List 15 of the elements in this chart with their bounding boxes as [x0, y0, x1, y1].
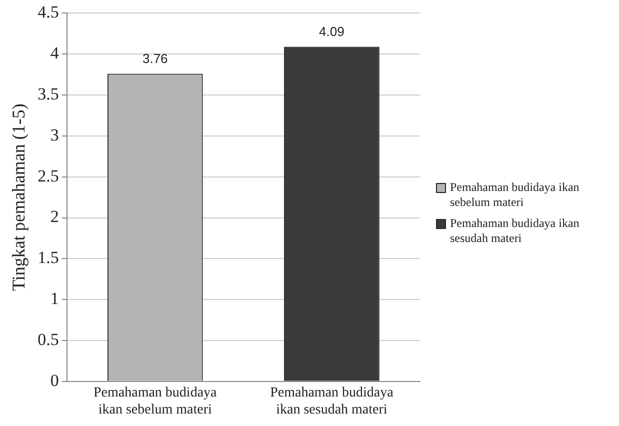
y-tick-label: 0.5 [38, 330, 59, 349]
y-tick-label: 1.5 [38, 248, 59, 268]
y-tick-label: 2 [50, 207, 59, 226]
data-label: 4.09 [319, 24, 344, 39]
y-tick-label: 0 [50, 370, 59, 390]
y-tick-label: 3 [50, 125, 59, 144]
data-label: 3.76 [142, 50, 168, 66]
y-tick-label: 3.5 [38, 84, 59, 104]
y-tick-label: 4 [50, 44, 60, 63]
legend-label: Pemahaman budidaya ikan sesudah materi [450, 216, 580, 246]
y-tick-label: 2.5 [38, 166, 59, 186]
y-tick-label: 1 [50, 289, 59, 308]
y-tick-label: 4.5 [38, 2, 59, 22]
legend-label: Pemahaman budidaya ikan sebelum materi [450, 180, 580, 210]
y-axis-title: Tingkat pemahaman (1-5) [8, 104, 29, 291]
